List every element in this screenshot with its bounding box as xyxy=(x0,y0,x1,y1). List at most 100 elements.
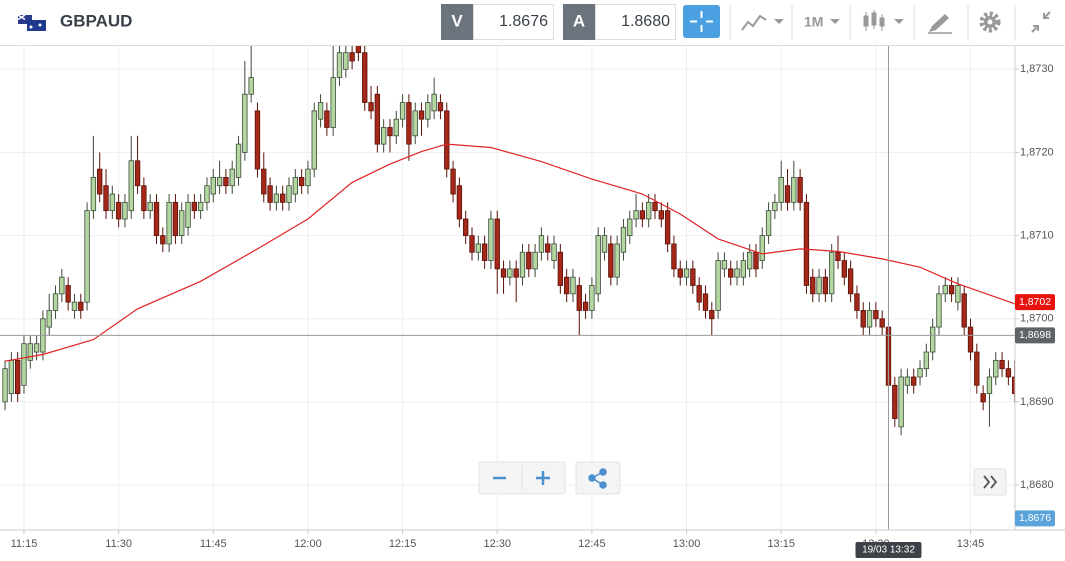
candle-body xyxy=(999,359,1005,370)
settings-icon[interactable] xyxy=(979,11,1001,33)
candle-body xyxy=(860,310,866,328)
candle-body xyxy=(955,285,961,303)
candle-body xyxy=(570,276,576,295)
draw-icon[interactable] xyxy=(928,14,952,34)
candle-body xyxy=(418,110,425,120)
candle-body xyxy=(362,52,368,103)
bid-box xyxy=(473,4,554,40)
separators xyxy=(729,5,1016,40)
chart-type-icon[interactable] xyxy=(741,14,784,31)
candle-body xyxy=(904,376,911,386)
crosshair-time-box xyxy=(855,542,922,558)
candle-body xyxy=(336,52,343,79)
candle-body xyxy=(658,210,664,220)
candle-body xyxy=(254,110,261,170)
x-tick-label: 12:00 xyxy=(294,538,322,550)
candle-body xyxy=(368,102,374,112)
candle-body xyxy=(84,210,90,303)
candle-body xyxy=(412,110,418,137)
candle-body xyxy=(115,201,122,220)
candle-body xyxy=(974,351,980,386)
candle-body xyxy=(292,176,298,195)
candle-body xyxy=(280,193,286,203)
candle-body xyxy=(803,201,810,286)
candle-body xyxy=(967,326,974,353)
x-tick-label: 13:15 xyxy=(767,538,795,550)
candle-body xyxy=(387,127,393,137)
candle-body xyxy=(784,185,791,203)
candle-body xyxy=(563,276,570,295)
ask-button[interactable] xyxy=(563,4,595,40)
candle-body xyxy=(753,251,759,270)
candle-icon[interactable] xyxy=(863,10,904,31)
candle-body xyxy=(488,218,494,261)
candle-body xyxy=(677,268,683,278)
candle-body xyxy=(582,301,589,311)
candle-body xyxy=(671,243,677,270)
candle-body xyxy=(519,251,526,278)
ask-price: 1.8680 xyxy=(621,13,670,30)
candle-body xyxy=(166,201,172,245)
share-button[interactable] xyxy=(575,461,621,495)
candle-body xyxy=(134,160,141,187)
candle-body xyxy=(608,243,614,278)
candle-body xyxy=(923,351,930,370)
x-tick-label: 12:15 xyxy=(389,538,417,550)
ask-box xyxy=(595,4,676,40)
candle-body xyxy=(172,201,179,237)
y-tick-label: 1,8730 xyxy=(1020,63,1054,75)
plot-area xyxy=(0,46,1015,530)
candle-body xyxy=(847,268,854,295)
candle-body xyxy=(153,201,160,237)
timeframe[interactable]: 1M xyxy=(804,14,823,30)
candle-body xyxy=(759,235,765,261)
candle-body xyxy=(267,185,273,203)
candle-body xyxy=(513,268,519,278)
candle-body xyxy=(929,326,936,353)
candle-body xyxy=(601,235,608,253)
candle-body xyxy=(229,168,235,187)
bid-price: 1.8676 xyxy=(499,13,548,30)
candle-body xyxy=(97,168,103,195)
toolbar: GBPAUD V 1.8676 A 1.8680 1M xyxy=(0,0,1065,46)
candle-body xyxy=(147,201,153,212)
candle-body xyxy=(248,77,254,95)
candle-body xyxy=(71,301,78,311)
candle-body xyxy=(311,110,317,170)
timeframe-arrow xyxy=(830,19,840,24)
candle-body xyxy=(450,168,456,195)
candle-body xyxy=(841,260,847,278)
candle-body xyxy=(349,52,355,62)
bid-button[interactable] xyxy=(441,4,473,40)
crosshair-time: 19/03 13:32 xyxy=(862,545,915,556)
candle-body xyxy=(797,176,803,203)
candle-body xyxy=(702,293,709,311)
candle-body xyxy=(980,393,986,403)
candle-body xyxy=(538,235,545,253)
candle-body xyxy=(27,343,33,361)
crosshair-button[interactable] xyxy=(683,5,720,38)
candle-body xyxy=(21,343,27,386)
candle-body xyxy=(59,276,65,295)
share-icon xyxy=(588,468,607,489)
zoom-in[interactable] xyxy=(536,471,550,485)
crosshair-price-box xyxy=(1015,327,1055,344)
candle-body xyxy=(330,77,336,128)
y-tick-label: 1,8680 xyxy=(1020,479,1054,491)
candle-body xyxy=(652,201,658,212)
candle-body xyxy=(103,185,109,212)
ma-price-box xyxy=(1015,294,1055,311)
candle-body xyxy=(822,276,829,295)
candle-body xyxy=(406,102,412,145)
candle-body xyxy=(305,168,311,187)
candle-body xyxy=(494,218,500,270)
candle-body xyxy=(463,218,469,237)
candle-body xyxy=(14,359,21,395)
candle-body xyxy=(728,268,734,278)
candle-body xyxy=(721,260,728,270)
y-tick-label: 1,8690 xyxy=(1020,396,1054,408)
compress-icon[interactable] xyxy=(1031,11,1051,33)
candle-body xyxy=(261,168,267,195)
candle-body xyxy=(324,110,330,128)
candle-body xyxy=(179,210,185,237)
